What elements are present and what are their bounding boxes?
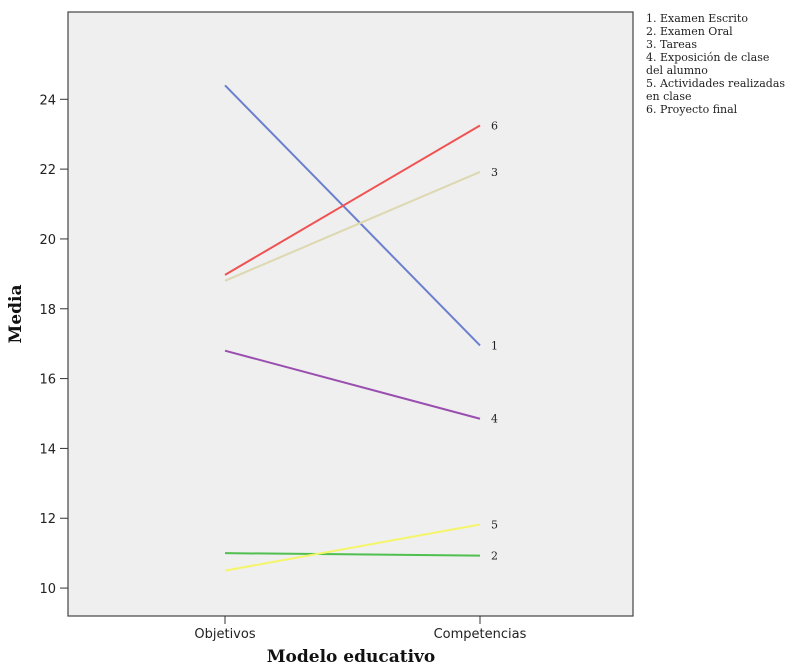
series-end-label-4: 4: [491, 413, 498, 426]
y-tick-label: 22: [39, 163, 56, 178]
y-axis: 10 12 14 16 18 20 22 24: [39, 93, 68, 597]
series-line-4: [224, 349, 481, 420]
y-tick-label: 16: [39, 373, 56, 388]
y-tick-label: 12: [39, 512, 56, 527]
legend-entry-6: 6. Proyecto final: [646, 103, 738, 116]
y-tick-label: 14: [39, 442, 56, 457]
legend-entry-1: 1. Examen Escrito: [646, 12, 748, 25]
y-tick-label: 20: [39, 233, 56, 248]
series-line-1: [224, 84, 481, 347]
y-tick-label: 18: [39, 303, 56, 318]
series-line-3: [224, 170, 481, 282]
series-lines: [224, 84, 481, 572]
x-tick-label: Objetivos: [194, 627, 255, 642]
legend-entry-5: 5. Actividades realizadas: [646, 77, 785, 90]
series-end-label-3: 3: [491, 166, 498, 179]
y-tick-label: 24: [39, 93, 56, 108]
y-axis-title: Media: [6, 285, 26, 344]
series-line-6: [224, 124, 481, 276]
y-tick-label: 10: [39, 582, 56, 597]
legend-entry-5: en clase: [646, 90, 691, 103]
series-end-label-5: 5: [491, 519, 498, 532]
x-axis: Objetivos Competencias: [194, 616, 527, 642]
series-end-label-1: 1: [491, 339, 498, 352]
x-axis-title: Modelo educativo: [267, 647, 436, 667]
series-end-label-2: 2: [491, 550, 498, 563]
plot-area: [67, 11, 634, 617]
end-labels: 1 2 3 4 5 6: [491, 119, 498, 562]
legend-entry-4: 4. Exposición de clase: [646, 51, 769, 64]
x-tick-label: Competencias: [434, 627, 527, 642]
series-line-5: [224, 523, 481, 572]
series-line-2: [224, 552, 481, 557]
legend-entry-2: 2. Examen Oral: [646, 25, 733, 38]
legend-entry-4: del alumno: [646, 64, 708, 77]
series-end-label-6: 6: [491, 119, 498, 132]
legend-entry-3: 3. Tareas: [646, 38, 697, 51]
